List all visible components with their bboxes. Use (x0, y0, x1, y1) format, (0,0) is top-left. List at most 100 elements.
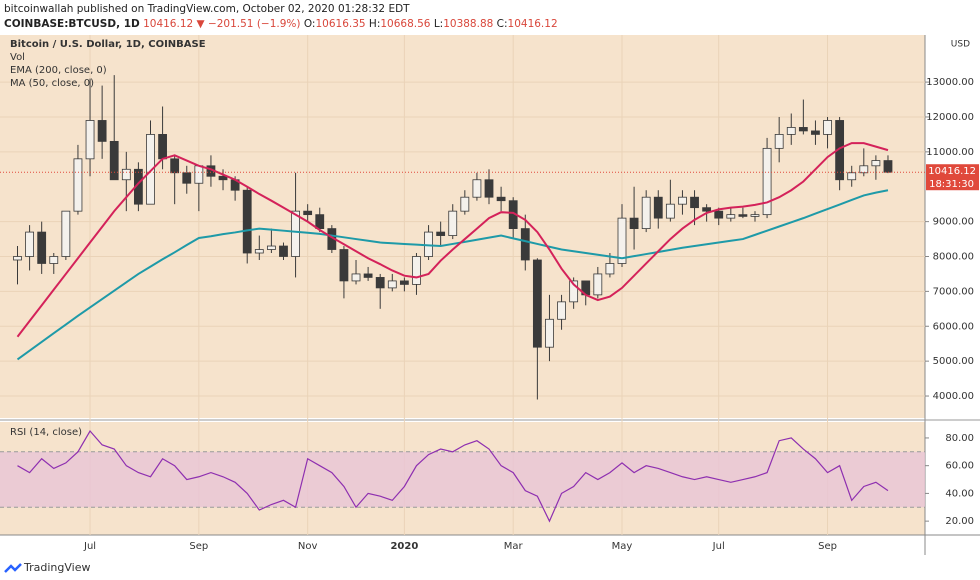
candle-body (375, 277, 385, 289)
candle-body (182, 172, 192, 184)
candle-body (37, 231, 47, 264)
candle-body (351, 273, 361, 282)
symbol: COINBASE:BTCUSD, 1D (4, 18, 140, 30)
price-axis (925, 35, 980, 535)
indicator-line (16, 142, 889, 338)
x-tick-label: Mar (504, 541, 524, 552)
candle-body (545, 318, 554, 348)
candle-body (484, 179, 494, 198)
candle-body (303, 210, 313, 216)
brand: TradingView (24, 561, 91, 574)
pane-title: RSI (14, close) (10, 427, 82, 438)
candle-body (557, 301, 566, 320)
y-tick-label: 8000.00 (933, 251, 974, 262)
low: 10388.88 (443, 18, 494, 30)
candle-body (762, 147, 772, 216)
open: 10616.35 (315, 18, 366, 30)
candle-body (97, 120, 107, 142)
candle-body (448, 210, 458, 236)
close: 10416.12 (507, 18, 558, 30)
candle-body (641, 196, 651, 229)
candle-body (194, 165, 204, 184)
x-tick-label: Sep (189, 541, 208, 552)
candle-body (593, 273, 603, 296)
candle-body (315, 214, 325, 229)
candle-body (726, 214, 736, 219)
candle-body (702, 207, 712, 212)
candle-body (569, 280, 579, 303)
logo-line (4, 563, 22, 573)
y-tick-label: 60.00 (945, 461, 974, 472)
candle-body (412, 256, 421, 285)
author-line: bitcoinwallah published on TradingView.c… (4, 3, 410, 15)
candle-body (158, 134, 167, 160)
candle-body (61, 210, 71, 257)
countdown-label: 18:31:30 (929, 179, 974, 190)
candle-body (774, 134, 784, 149)
candle-body (532, 259, 542, 348)
y-tick-label: 9000.00 (933, 217, 974, 228)
candle-body (605, 263, 615, 275)
y-tick-label: 7000.00 (933, 286, 974, 297)
candle-body (653, 196, 663, 219)
candle-body (363, 273, 373, 278)
candle-body (291, 210, 300, 257)
candle-body (750, 214, 760, 217)
legend-entry: MA (50, close, 0) (10, 78, 94, 89)
candle-body (109, 140, 119, 181)
y-tick-label: 20.00 (945, 516, 974, 527)
last-price-label: 10416.12 (928, 166, 976, 177)
candle-body (13, 256, 22, 261)
legend-entry: Vol (10, 52, 25, 63)
candle-body (73, 158, 83, 212)
y-tick-label: 5000.00 (933, 356, 974, 367)
candle-body (49, 256, 59, 264)
y-tick-label: 4000.00 (933, 391, 974, 402)
candle-body (811, 130, 820, 135)
candle-body (665, 203, 675, 219)
high: 10668.56 (380, 18, 431, 30)
candle-body (242, 189, 252, 254)
candle-body (436, 231, 446, 236)
x-tick-label: Jul (712, 541, 725, 552)
y-tick-label: 12000.00 (926, 112, 974, 123)
candle-body (146, 134, 155, 205)
pane-background (0, 35, 925, 418)
symbol-line: COINBASE:BTCUSD, 1D 10416.12 ▼ −201.51 (… (4, 17, 558, 32)
candle-body (883, 160, 893, 173)
legend-entry: Bitcoin / U.S. Dollar, 1D, COINBASE (10, 39, 206, 50)
candle-body (25, 231, 34, 257)
footer: TradingView (24, 561, 90, 574)
candle-body (617, 217, 627, 264)
x-tick-label: Sep (818, 541, 837, 552)
x-tick-label: Nov (298, 541, 318, 552)
candle-body (399, 280, 409, 285)
candle-body (520, 228, 530, 261)
candle-body (786, 127, 796, 135)
candle-body (859, 165, 869, 174)
y-tick-label: 11000.00 (926, 147, 974, 158)
last: 10416.12 (143, 18, 194, 30)
candle-body (714, 210, 724, 219)
x-tick-label: May (612, 541, 633, 552)
header: bitcoinwallah published on TradingView.c… (4, 2, 558, 32)
candle-body (121, 168, 131, 181)
axis-unit: USD (951, 40, 970, 50)
candle-body (218, 175, 228, 181)
legend-entry: EMA (200, close, 0) (10, 65, 107, 76)
rsi-band (0, 451, 925, 508)
candle-body (170, 158, 180, 174)
candle-body (266, 245, 276, 250)
rsi-line (17, 429, 889, 523)
candle-body (472, 179, 482, 198)
y-tick-label: 13000.00 (926, 77, 974, 88)
open-label: O: (303, 18, 316, 30)
candle-body (496, 196, 506, 202)
candle-body (85, 120, 95, 160)
candle-body (847, 172, 857, 181)
y-tick-label: 6000.00 (933, 321, 974, 332)
chart: 4000.00 5000.00 6000.00 7000.00 8000.00 9000.… (0, 35, 980, 555)
close-label: C: (496, 18, 508, 30)
y-tick-label: 80.00 (945, 433, 974, 444)
